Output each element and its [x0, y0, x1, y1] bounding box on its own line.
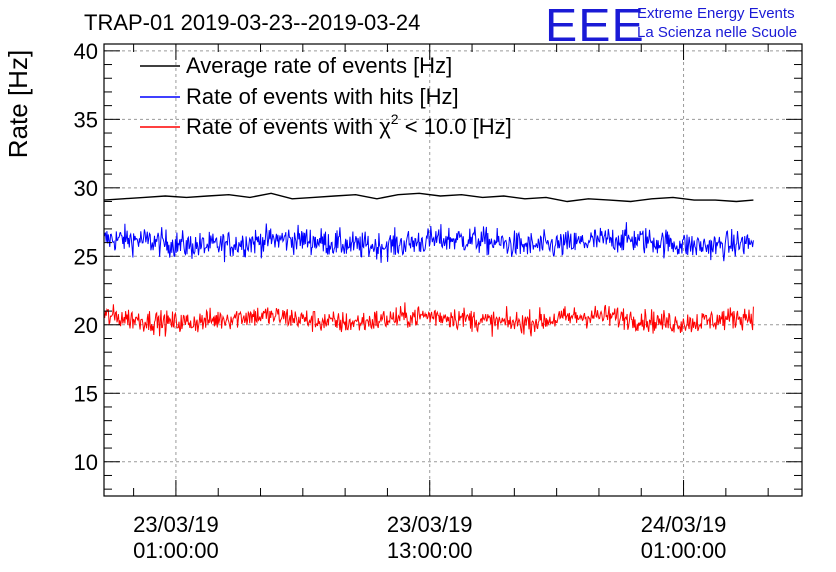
series-line-1 — [103, 192, 754, 203]
frame — [103, 43, 803, 497]
x-tick-label-time: 01:00:00 — [641, 538, 727, 563]
logo-line-1: Extreme Energy Events — [637, 5, 795, 22]
y-tick-label: 15 — [74, 381, 98, 406]
y-tick-label: 35 — [74, 107, 98, 132]
grid — [104, 44, 802, 496]
plot-frame — [103, 43, 803, 497]
eee-logo-letters: EEE — [545, 0, 645, 51]
x-tick-label-date: 23/03/19 — [133, 512, 219, 537]
legend-label-1: Average rate of events [Hz] — [186, 53, 452, 78]
series-line-2 — [103, 222, 754, 263]
y-tick-label: 20 — [74, 313, 98, 338]
legend: Average rate of events [Hz] Rate of event… — [140, 53, 512, 139]
x-tick-label-date: 24/03/19 — [641, 512, 727, 537]
chart-title: TRAP-01 2019-03-23--2019-03-24 — [84, 10, 421, 35]
legend-label-2: Rate of events with hits [Hz] — [186, 84, 459, 109]
x-tick-label-time: 13:00:00 — [387, 538, 473, 563]
y-tick-label: 10 — [74, 450, 98, 475]
x-tick-label-time: 01:00:00 — [133, 538, 219, 563]
x-tick-label-date: 23/03/19 — [387, 512, 473, 537]
legend-label-3: Rate of events with χ2 < 10.0 [Hz] — [186, 111, 512, 139]
logo-line-2: La Scienza nelle Scuole — [637, 24, 798, 41]
y-tick-label: 40 — [74, 39, 98, 64]
axes: 1015202530354023/03/1901:00:0023/03/1913… — [3, 39, 802, 563]
y-axis-label: Rate [Hz] — [3, 50, 33, 158]
series-group — [103, 192, 754, 337]
y-tick-label: 30 — [74, 176, 98, 201]
series-line-3 — [103, 302, 754, 337]
y-tick-label: 25 — [74, 244, 98, 269]
